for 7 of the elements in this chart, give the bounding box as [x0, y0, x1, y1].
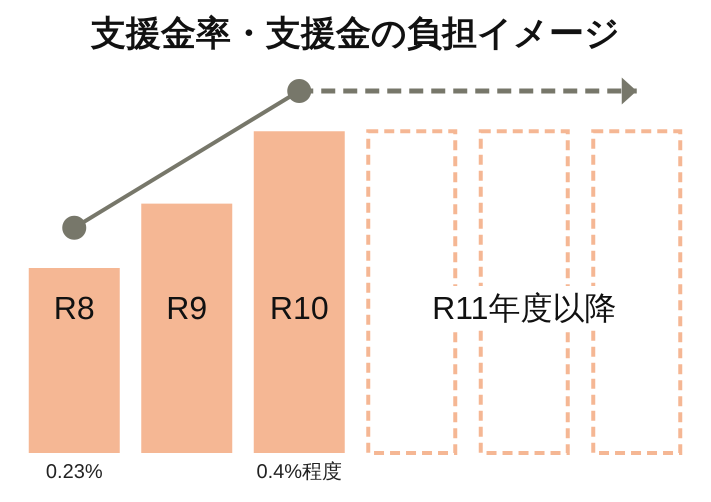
x-tick-label: R8	[54, 290, 95, 326]
x-tick-label: R9	[166, 290, 208, 326]
annotation: R11年度以降	[432, 290, 616, 326]
x-tick-label: R10	[270, 290, 329, 326]
data-label: 0.23%	[46, 461, 103, 483]
chart-title: 支援金率・支援金の負担イメージ	[90, 14, 620, 53]
data-label: 0.4%程度	[256, 461, 342, 483]
